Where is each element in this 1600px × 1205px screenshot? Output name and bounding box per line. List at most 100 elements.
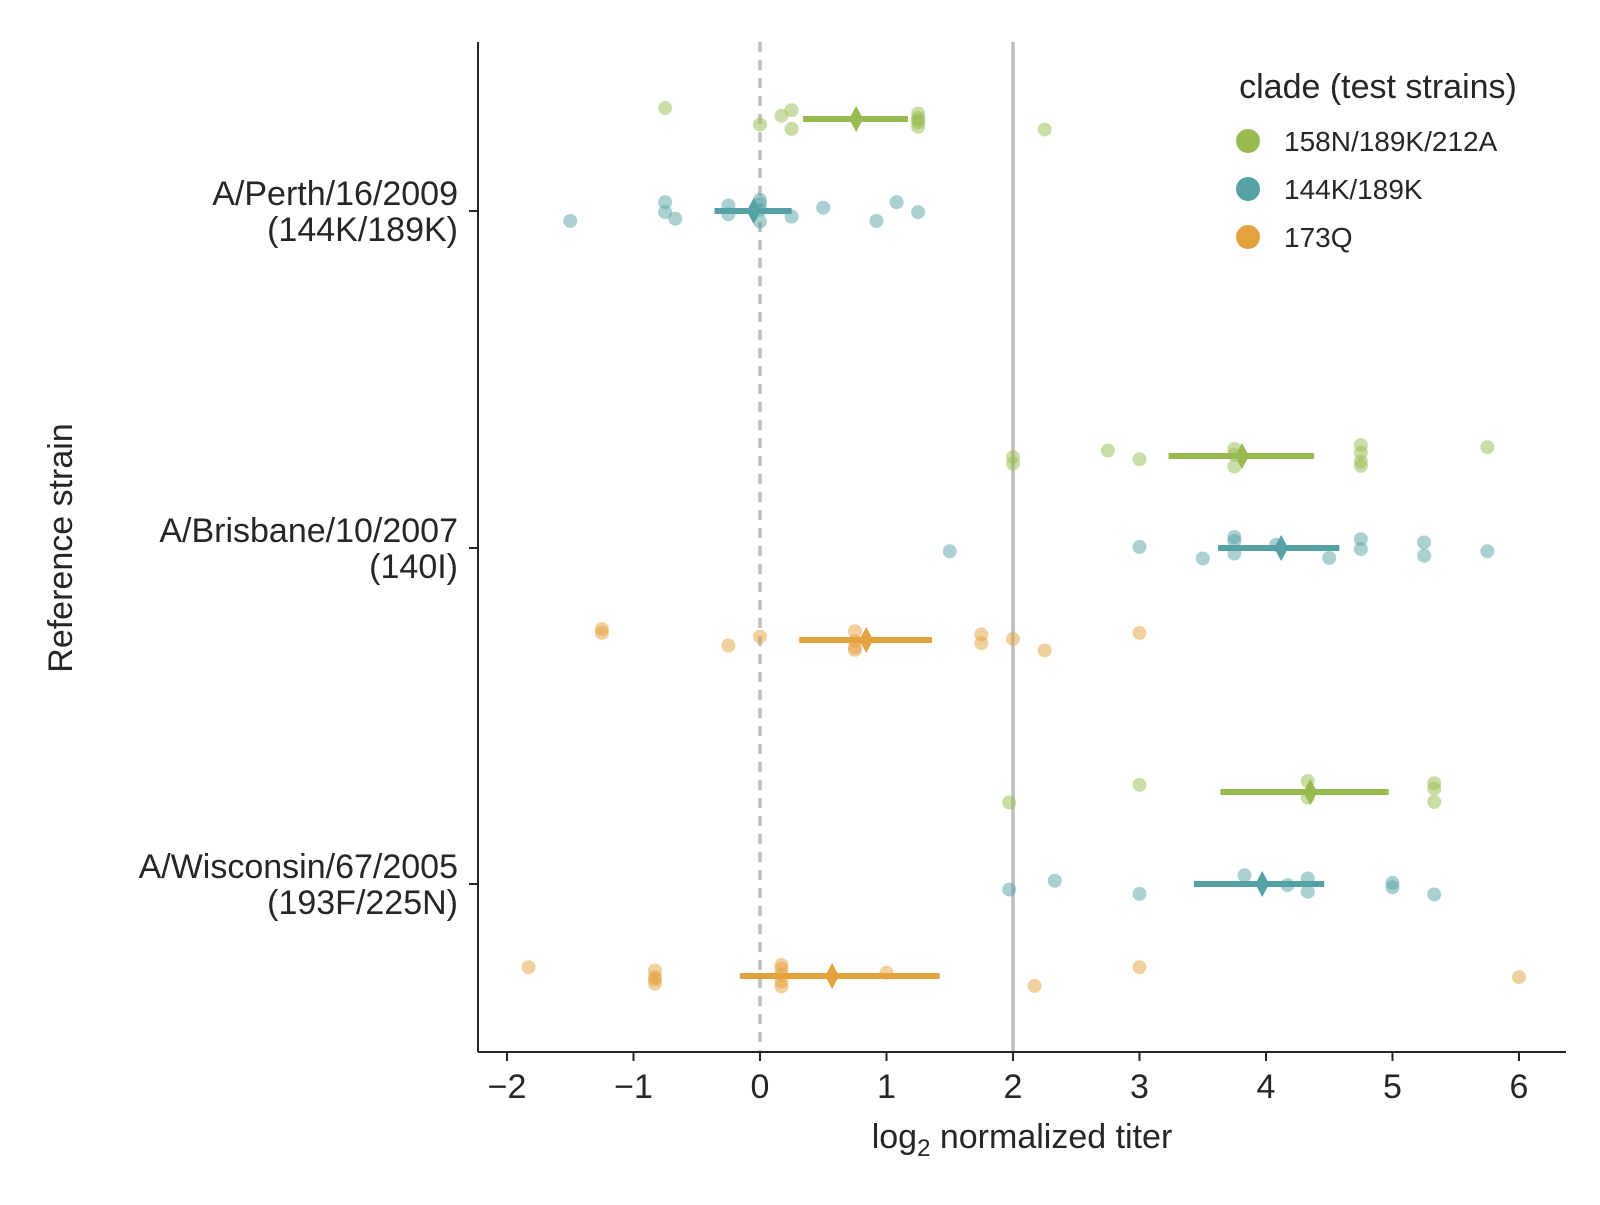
data-point [1100, 443, 1115, 458]
data-point [1047, 873, 1062, 888]
data-point [1002, 795, 1017, 810]
data-point [1132, 886, 1147, 901]
data-point [1417, 548, 1432, 563]
data-point [847, 640, 862, 655]
data-point [1227, 530, 1242, 544]
data-point [1132, 960, 1147, 975]
data-point [1512, 970, 1526, 985]
mean-marker [849, 106, 864, 132]
data-point [1027, 978, 1042, 993]
x-tick-label: 3 [1130, 1068, 1149, 1106]
legend-marker [1236, 129, 1260, 153]
data-point [869, 213, 884, 228]
legend-title: clade (test strains) [1239, 68, 1517, 106]
data-point [658, 205, 673, 220]
y-tick-label-strain: A/Brisbane/10/2007 [159, 512, 458, 550]
data-point [1037, 122, 1052, 137]
data-point [668, 211, 683, 226]
legend: clade (test strains) 158N/189K/212A 144K/… [1236, 68, 1517, 253]
data-point [889, 195, 904, 210]
x-tick-label: 2 [1004, 1068, 1023, 1106]
data-point [1480, 544, 1495, 559]
x-tick-label: 6 [1510, 1068, 1529, 1106]
y-tick-label-strain: A/Wisconsin/67/2005 [139, 848, 458, 886]
data-point [1353, 542, 1368, 557]
x-axis-label-subscript: 2 [917, 1135, 930, 1162]
legend-marker [1236, 177, 1260, 201]
data-point [911, 205, 926, 220]
data-point [1417, 535, 1432, 550]
data-point [1006, 631, 1020, 646]
mean-marker [746, 198, 761, 224]
data-point [1427, 776, 1442, 791]
data-point [784, 121, 799, 136]
legend-label: 158N/189K/212A [1284, 126, 1498, 157]
data-point [1353, 445, 1368, 460]
x-tick-label: 1 [877, 1068, 896, 1106]
data-point [1132, 452, 1147, 467]
x-axis-label: log2 normalized titer [872, 1118, 1173, 1162]
data-point [774, 958, 789, 972]
data-point [1006, 456, 1020, 471]
mean-markers [714, 106, 1389, 989]
y-axis-label: Reference strain [42, 423, 80, 672]
y-tick-label-mutation: (144K/189K) [267, 211, 458, 249]
x-tick-label: 0 [751, 1068, 770, 1106]
x-tick-label: −1 [614, 1068, 653, 1106]
data-point [1227, 459, 1242, 474]
legend-label: 144K/189K [1284, 174, 1423, 205]
y-tick-label-mutation: (193F/225N) [267, 884, 458, 922]
x-tick-label: 5 [1383, 1068, 1402, 1106]
data-point [1237, 868, 1252, 883]
data-point [521, 960, 536, 975]
data-point [721, 638, 736, 653]
data-points [521, 101, 1526, 994]
legend-label: 173Q [1284, 222, 1353, 253]
legend-entries: 158N/189K/212A 144K/189K 173Q [1236, 126, 1498, 253]
data-point [1427, 794, 1442, 809]
data-point [1132, 539, 1147, 554]
y-ticks: A/Perth/16/2009(144K/189K) A/Brisbane/10/… [139, 175, 478, 922]
data-point [911, 110, 926, 125]
mean-marker [1303, 779, 1318, 805]
reference-lines [758, 42, 1015, 1052]
data-point [594, 622, 609, 636]
data-point [753, 117, 767, 132]
data-point [847, 624, 862, 639]
x-ticks: −2 −1 0 1 2 3 4 5 6 [488, 1052, 1529, 1106]
data-point [1002, 882, 1017, 897]
data-point [1300, 884, 1315, 899]
data-point [563, 213, 578, 228]
legend-marker [1236, 225, 1260, 249]
data-point [658, 195, 673, 210]
data-point [974, 636, 989, 651]
x-tick-label: −2 [488, 1068, 527, 1106]
mean-marker [859, 627, 874, 653]
data-point [1385, 875, 1400, 890]
x-axis-label-prefix: log [872, 1118, 917, 1156]
mean-marker [1274, 535, 1289, 561]
mean-marker [1255, 871, 1270, 897]
data-point [1132, 625, 1147, 640]
y-tick-label-strain: A/Perth/16/2009 [212, 175, 458, 213]
data-point [753, 629, 767, 644]
mean-marker [1234, 443, 1249, 469]
mean-marker [825, 963, 840, 989]
data-point [648, 972, 663, 987]
data-point [1353, 532, 1368, 547]
data-point [1322, 550, 1337, 565]
data-point [942, 544, 957, 559]
data-point [1195, 551, 1210, 566]
data-point [816, 200, 831, 215]
data-point [1037, 643, 1052, 658]
data-point [1353, 458, 1368, 473]
y-tick-label-mutation: (140I) [369, 548, 458, 586]
data-point [1132, 777, 1147, 792]
data-point [784, 103, 799, 118]
data-point [658, 101, 673, 115]
x-tick-label: 4 [1257, 1068, 1276, 1106]
x-axis-label-suffix: normalized titer [930, 1118, 1172, 1156]
data-point [1427, 887, 1442, 902]
